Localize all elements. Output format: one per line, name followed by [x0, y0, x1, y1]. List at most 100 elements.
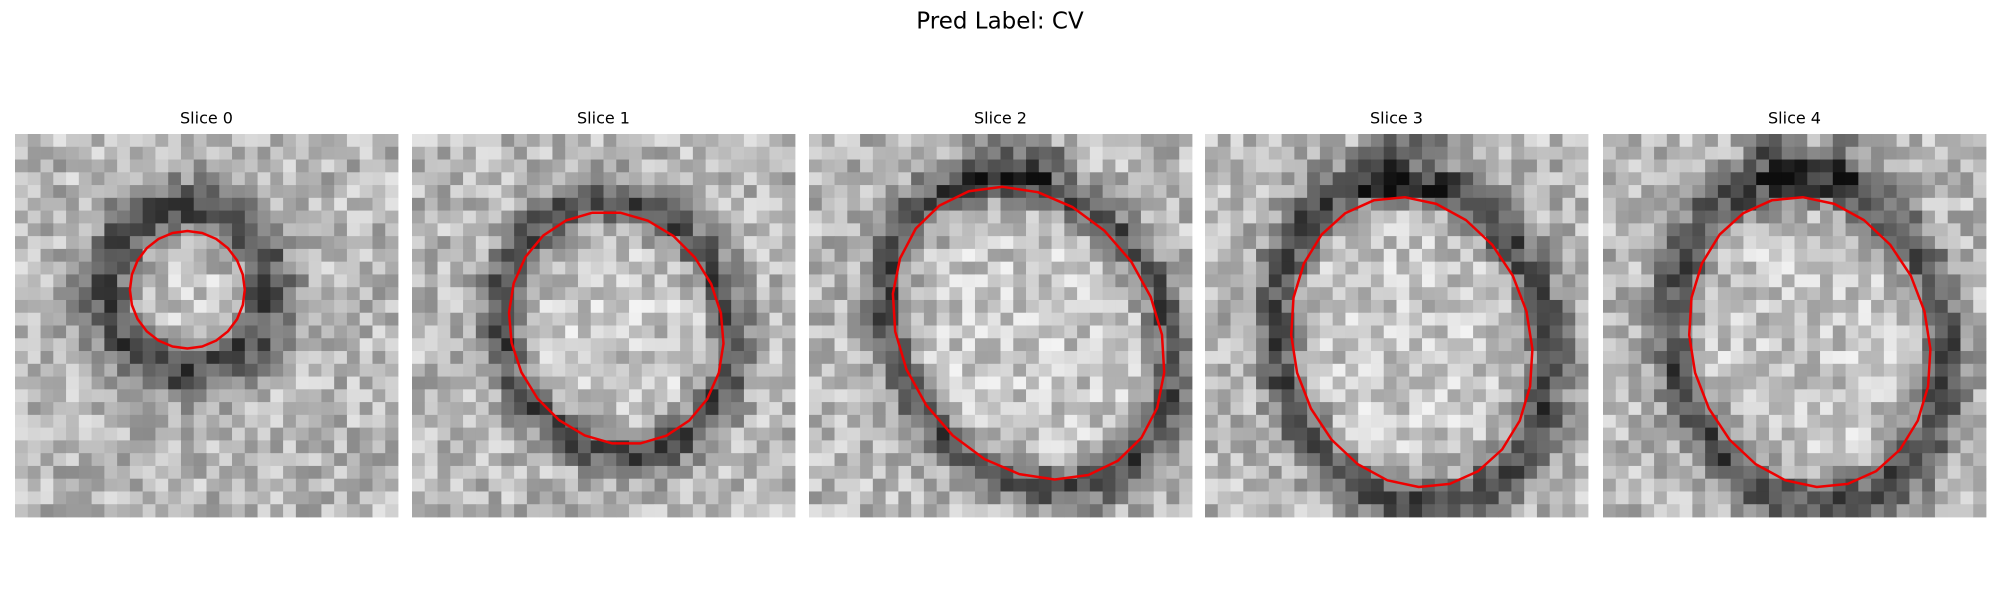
- pixel: [270, 210, 284, 224]
- pixel: [91, 414, 105, 429]
- pixel: [1562, 287, 1576, 301]
- pixel: [654, 376, 668, 390]
- pixel: [1217, 376, 1231, 390]
- pixel: [1717, 146, 1732, 160]
- pixel: [821, 134, 835, 148]
- pixel: [501, 414, 515, 429]
- pixel: [1511, 299, 1525, 314]
- pixel: [1679, 427, 1693, 441]
- pixel: [270, 325, 284, 339]
- pixel: [168, 248, 182, 263]
- pixel: [1692, 236, 1706, 250]
- pixel: [565, 351, 579, 365]
- pixel: [949, 287, 963, 301]
- pixel: [1102, 338, 1116, 352]
- pixel: [15, 210, 29, 224]
- pixel: [219, 427, 233, 441]
- pixel: [949, 299, 963, 314]
- pixel: [1089, 414, 1104, 429]
- pixel: [603, 312, 617, 326]
- pixel: [1641, 325, 1655, 339]
- pixel: [270, 504, 284, 518]
- pixel: [680, 299, 694, 314]
- pixel: [142, 261, 156, 275]
- pixel: [117, 197, 131, 211]
- pixel: [27, 414, 41, 429]
- pixel: [1883, 274, 1898, 288]
- pixel: [1858, 299, 1872, 314]
- pixel: [450, 197, 464, 211]
- pixel: [359, 134, 373, 148]
- pixel: [616, 338, 630, 352]
- pixel: [577, 402, 592, 416]
- pixel: [295, 159, 310, 173]
- pixel: [1473, 248, 1487, 263]
- pixel: [1179, 248, 1193, 263]
- pixel: [1511, 261, 1525, 275]
- pixel: [1666, 159, 1680, 173]
- pixel: [1345, 402, 1359, 416]
- pixel: [193, 146, 207, 160]
- pixel: [1000, 440, 1014, 454]
- pixel: [1603, 440, 1617, 454]
- pixel: [450, 223, 464, 237]
- pixel: [1013, 236, 1027, 250]
- pixel: [1768, 236, 1783, 250]
- pixel: [501, 210, 515, 224]
- pixel: [1575, 504, 1589, 518]
- pixel: [705, 312, 719, 326]
- pixel: [718, 134, 732, 148]
- pixel: [1153, 478, 1167, 492]
- pixel: [539, 261, 553, 275]
- pixel: [1307, 363, 1321, 377]
- pixel: [1434, 210, 1448, 224]
- pixel: [1473, 172, 1487, 186]
- pixel: [1768, 312, 1783, 326]
- pixel: [718, 465, 732, 480]
- pixel: [283, 248, 297, 263]
- pixel: [53, 134, 67, 148]
- pixel: [1345, 504, 1359, 518]
- pixel: [1153, 261, 1167, 275]
- pixel: [782, 478, 796, 492]
- pixel: [1013, 453, 1027, 467]
- pixel: [1549, 299, 1563, 314]
- pixel: [911, 197, 925, 211]
- pixel: [1409, 223, 1423, 237]
- pixel: [1166, 274, 1180, 288]
- pixel: [1575, 491, 1589, 505]
- pixel: [1256, 210, 1270, 224]
- pixel: [834, 172, 848, 186]
- pixel: [1447, 351, 1461, 365]
- pixel: [1615, 299, 1629, 314]
- pixel: [1179, 453, 1193, 467]
- pixel: [1460, 312, 1474, 326]
- pixel: [1409, 414, 1423, 429]
- pixel: [629, 185, 643, 199]
- pixel: [283, 223, 297, 237]
- pixel: [1973, 427, 1987, 441]
- pixel: [1473, 376, 1487, 390]
- pixel: [193, 427, 207, 441]
- pixel: [168, 185, 182, 199]
- pixel: [1603, 248, 1617, 263]
- pixel: [1549, 427, 1563, 441]
- panel-title: Slice 0: [180, 109, 233, 128]
- pixel: [1447, 325, 1461, 339]
- pixel: [552, 159, 566, 173]
- pixel: [743, 363, 758, 377]
- pixel: [66, 210, 80, 224]
- pixel: [1498, 210, 1512, 224]
- pixel: [782, 325, 796, 339]
- pixel: [1319, 236, 1334, 250]
- pixel: [1345, 274, 1359, 288]
- pixel: [1000, 427, 1014, 441]
- pixel: [1026, 325, 1040, 339]
- pixel: [27, 478, 41, 492]
- pixel: [117, 261, 131, 275]
- pixel: [654, 146, 668, 160]
- pixel: [731, 338, 745, 352]
- pixel: [1536, 299, 1551, 314]
- pixel: [334, 299, 348, 314]
- pixel: [308, 299, 322, 314]
